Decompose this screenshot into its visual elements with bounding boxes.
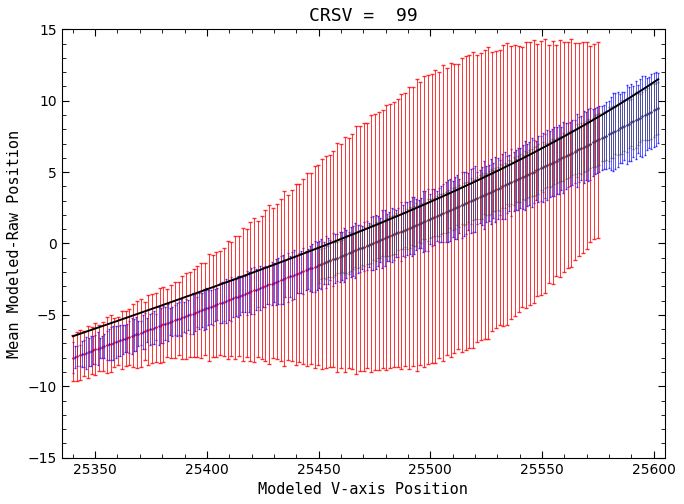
Y-axis label: Mean Modeled-Raw Position: Mean Modeled-Raw Position (7, 130, 22, 357)
X-axis label: Modeled V-axis Position: Modeled V-axis Position (259, 482, 469, 497)
Title: CRSV =  99: CRSV = 99 (309, 7, 418, 25)
